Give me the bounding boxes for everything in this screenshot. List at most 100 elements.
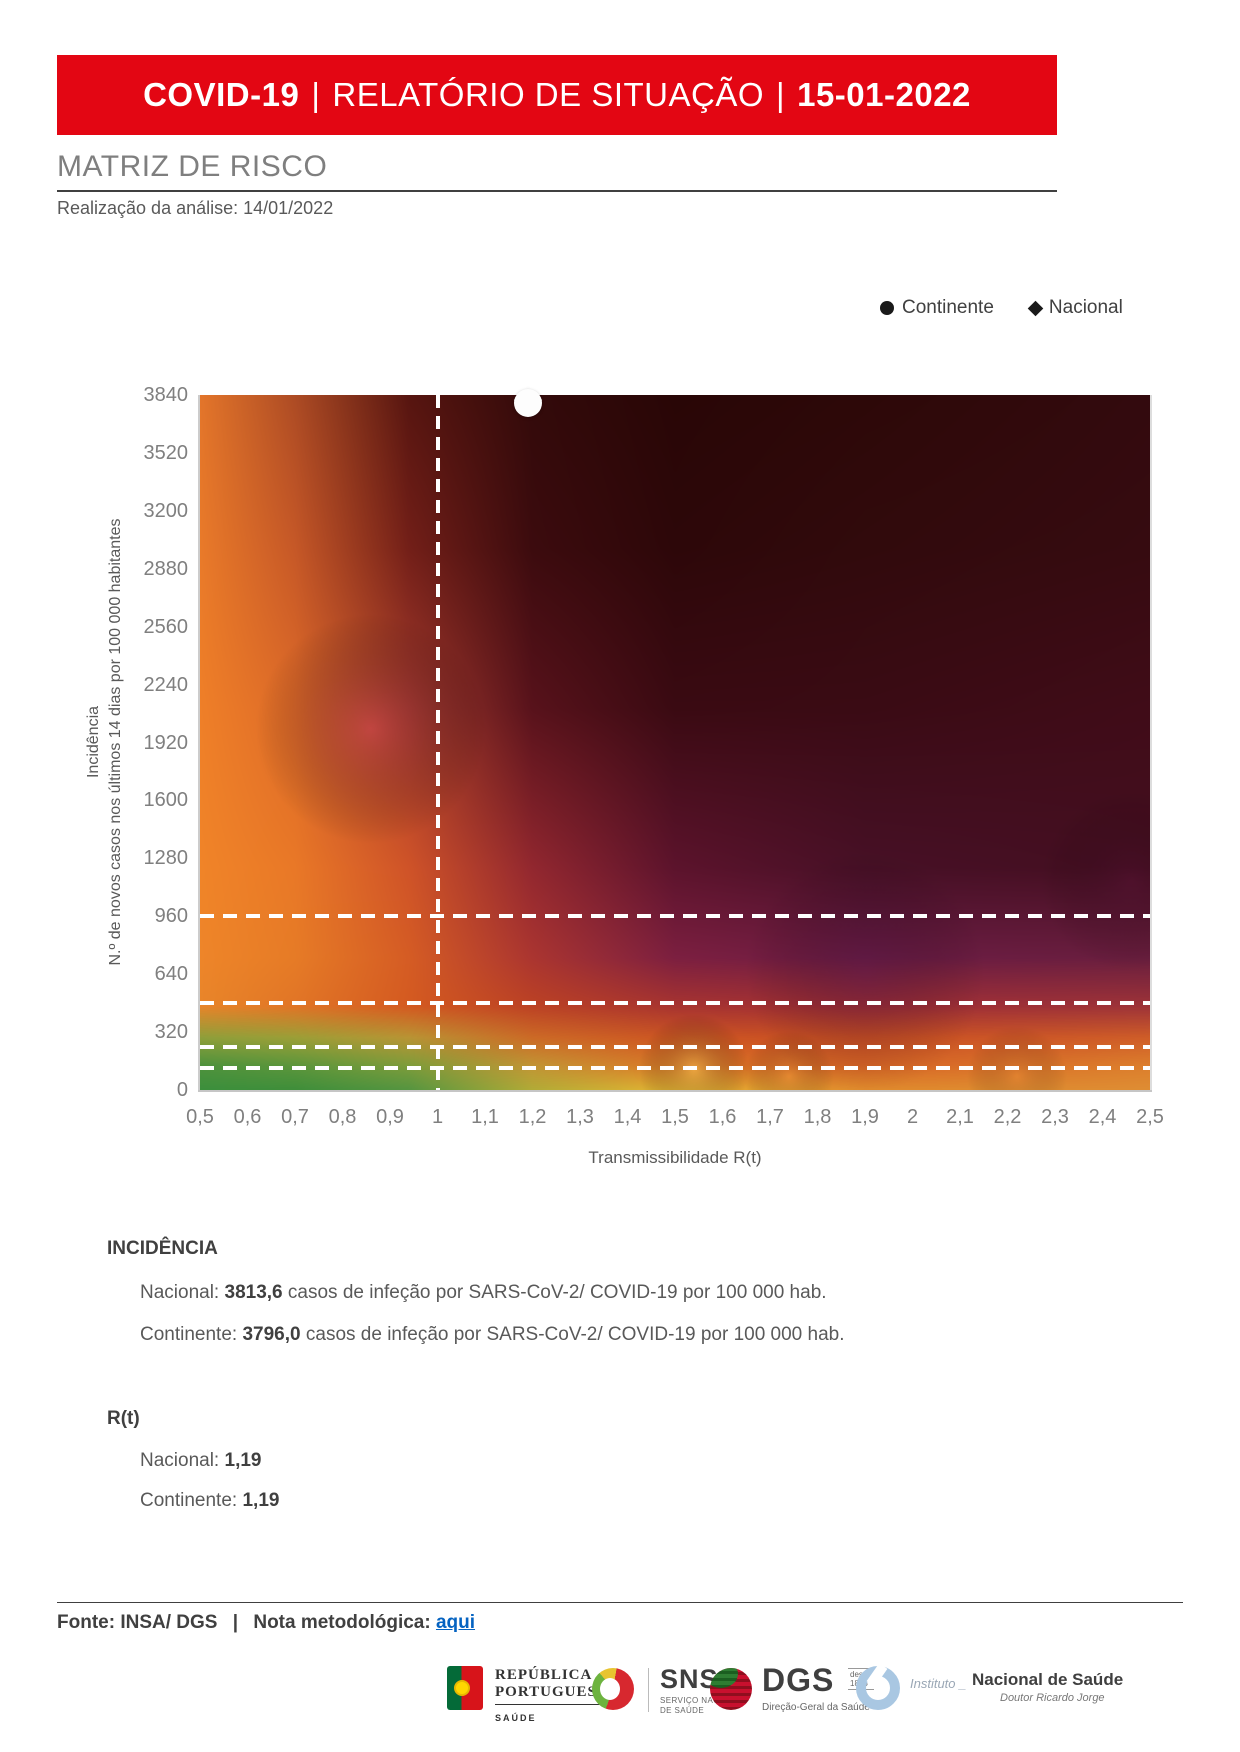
insa-prefix: Instituto _ [910,1676,967,1691]
rt-continente-value: 1,19 [242,1490,280,1511]
insa-name: Nacional de Saúde [972,1670,1124,1689]
threshold-line-incidence-120 [200,1066,1150,1071]
x-tick-0,7: 0,7 [281,1106,309,1128]
republica-portuguesa-logo: REPÚBLICA PORTUGUESA [495,1667,609,1701]
legend-item-continente: Continente [880,297,994,319]
methodology-link[interactable]: aqui [435,1612,476,1633]
x-tick-1: 1 [431,1106,444,1128]
banner-covid-label: COVID-19 [143,76,300,113]
republica-portuguesa-flag-icon [447,1666,483,1710]
incidencia-continente-value: 3796,0 [242,1324,301,1345]
y-tick-1920: 1920 [143,731,189,754]
y-tick-3200: 3200 [143,499,189,522]
incidencia-continente-label: Continente: [140,1324,243,1345]
footer-separator: | [232,1612,239,1633]
rt-heading: R(t) [107,1408,140,1429]
y-tick-2880: 2880 [143,557,189,580]
continente-marker-icon [880,301,894,315]
footer-logos: REPÚBLICA PORTUGUESA SAÚDE SNS SERVIÇO N… [0,1660,1240,1750]
risk-matrix-plot [200,385,1150,1090]
footer-note-label: Nota metodológica: [253,1612,431,1633]
y-tick-1280: 1280 [143,847,189,870]
incidencia-heading: INCIDÊNCIA [107,1238,218,1259]
threshold-line-incidence-960 [200,914,1150,919]
sns-logo-icon [592,1668,634,1710]
x-tick-2,5: 2,5 [1136,1106,1164,1128]
sns-subtitle-line2: DE SAÚDE [660,1706,705,1715]
plot-border-left [198,395,200,1092]
rt-continente-label: Continente: [140,1490,243,1511]
rt-nacional-value: 1,19 [224,1450,262,1471]
x-tick-1,8: 1,8 [803,1106,832,1128]
threshold-line-rt-1 [435,395,440,1090]
republica-line2: PORTUGUESA [495,1684,609,1700]
y-tick-1600: 1600 [143,789,189,812]
incidencia-nacional-suffix: casos de infeção por SARS-CoV-2/ COVID-1… [282,1282,827,1303]
rt-nacional-line: Nacional: 1,19 [140,1450,261,1472]
y-tick-320: 320 [154,1021,188,1044]
y-axis-ticks: 0 320 640 960 1280 1600 1920 2240 2560 2880 3200 35… [0,384,189,1101]
y-tick-0: 0 [176,1079,188,1101]
chart-legend: Continente Nacional [880,297,1123,319]
y-tick-3840: 3840 [143,384,189,406]
x-tick-1,2: 1,2 [518,1106,547,1128]
legend-continente-label: Continente [902,297,994,318]
incidencia-nacional-value: 3813,6 [224,1282,283,1303]
incidencia-continente-line: Continente: 3796,0 casos de infeção por … [140,1324,845,1346]
legend-nacional-label: Nacional [1048,297,1123,318]
y-tick-640: 640 [154,963,188,986]
data-point-continente [513,388,542,417]
x-tick-0,9: 0,9 [376,1106,404,1128]
dgs-abbr: DGS [762,1662,835,1698]
footer-divider [57,1602,1183,1603]
x-tick-2,2: 2,2 [993,1106,1022,1128]
x-tick-1,3: 1,3 [566,1106,594,1128]
y-tick-3520: 3520 [143,441,189,464]
sns-subtitle-line1: SERVIÇO NACIONAL [660,1696,746,1705]
banner-date: 15-01-2022 [797,76,971,113]
rt-nacional-label: Nacional: [140,1450,225,1471]
banner-separator-1: | [311,76,321,113]
y-tick-960: 960 [154,905,188,928]
x-tick-2,4: 2,4 [1088,1106,1117,1128]
incidencia-nacional-label: Nacional: [140,1282,225,1303]
dgs-logo-icon [710,1668,752,1710]
threshold-line-incidence-240 [200,1044,1150,1049]
incidencia-nacional-line: Nacional: 3813,6 casos de infeção por SA… [140,1282,827,1304]
x-tick-2,1: 2,1 [946,1106,974,1128]
insa-subtitle: Doutor Ricardo Jorge [1000,1692,1105,1704]
republica-line1: REPÚBLICA [495,1667,593,1683]
republica-rule [495,1704,615,1705]
x-tick-0,6: 0,6 [233,1106,262,1128]
x-tick-1,9: 1,9 [851,1106,879,1128]
sns-abbr: SNS [660,1664,719,1694]
footer-source-line: Fonte: INSA/ DGS | Nota metodológica: aq… [57,1612,475,1634]
dgs-subtitle: Direção-Geral da Saúde [762,1702,870,1713]
x-tick-0,8: 0,8 [328,1106,357,1128]
sns-subtitle: SERVIÇO NACIONAL DE SAÚDE [660,1696,745,1716]
banner-separator-2: | [776,76,786,113]
threshold-line-incidence-480 [200,1001,1150,1006]
x-tick-1,7: 1,7 [756,1106,784,1128]
x-tick-1,5: 1,5 [661,1106,689,1128]
page-title: MATRIZ DE RISCO [57,150,328,183]
incidencia-continente-suffix: casos de infeção por SARS-CoV-2/ COVID-1… [300,1324,845,1345]
republica-saude-label: SAÚDE [495,1713,537,1723]
sns-divider [648,1668,649,1712]
report-banner: COVID-19 | RELATÓRIO DE SITUAÇÃO | 15-01… [57,55,1057,135]
analysis-date: Realização da análise: 14/01/2022 [57,198,334,218]
footer-source-text: Fonte: INSA/ DGS [57,1612,218,1633]
legend-item-nacional: Nacional [1027,297,1123,319]
x-axis-ticks: 0,5 0,6 0,7 0,8 0,9 1 1,1 1,2 1,3 1,4 1,5 1,6 1,7 1,8… [186,1106,1164,1136]
x-tick-1,1: 1,1 [471,1106,499,1128]
rt-continente-line: Continente: 1,19 [140,1490,279,1512]
x-tick-0,5: 0,5 [186,1106,214,1128]
y-tick-2560: 2560 [143,615,189,638]
x-tick-1,4: 1,4 [613,1106,642,1128]
banner-title: RELATÓRIO DE SITUAÇÃO [332,76,765,113]
nacional-marker-icon [1027,300,1044,316]
insa-logo-icon [856,1666,900,1710]
plot-border-right [1150,395,1152,1090]
title-divider [57,190,1057,192]
x-tick-1,6: 1,6 [708,1106,737,1128]
